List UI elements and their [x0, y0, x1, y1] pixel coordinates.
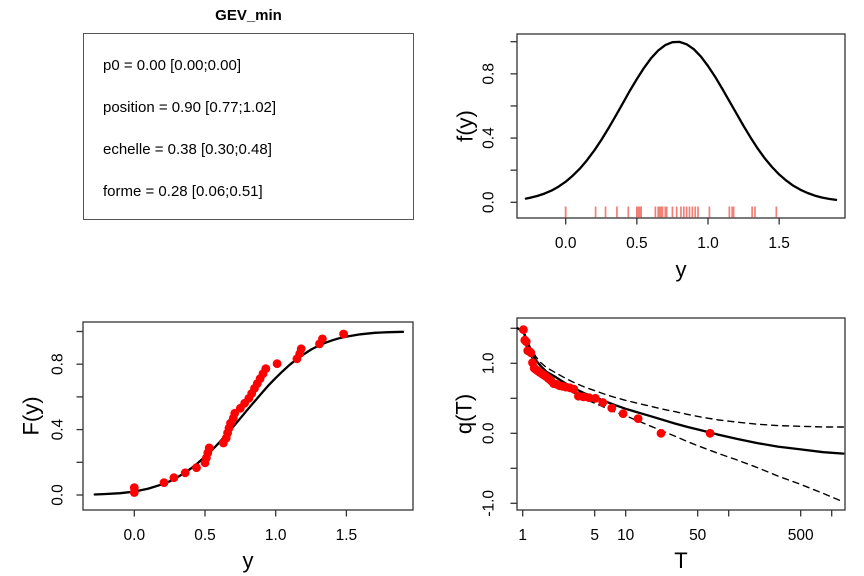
cdf-x-axis-title: y — [243, 548, 254, 573]
data-point — [318, 334, 327, 344]
data-point — [129, 483, 139, 492]
data-point — [272, 359, 282, 369]
x-tick-label: 500 — [788, 527, 814, 544]
cdf-y-axis-title: F(y) — [19, 396, 44, 435]
data-point — [519, 325, 528, 335]
cdf-y-axis: 0.0 0.4 0.8 — [49, 330, 83, 506]
x-tick-label: 1.0 — [697, 235, 719, 252]
data-point — [180, 468, 190, 478]
data-point — [569, 384, 579, 394]
y-tick-label: 0.4 — [49, 418, 66, 440]
x-tick-label: 5 — [590, 527, 599, 544]
data-point — [230, 408, 240, 418]
x-tick-label: 0.0 — [124, 527, 146, 544]
cdf-frame — [82, 321, 414, 511]
y-tick-label: 1.0 — [480, 352, 497, 374]
cdf-fitted-cdf-curve — [93, 330, 405, 496]
data-point — [618, 409, 628, 419]
data-point — [633, 414, 643, 423]
y-tick-label: 0.8 — [480, 63, 497, 85]
x-tick-label: 1 — [518, 527, 527, 544]
return-x-axis-title: T — [674, 548, 687, 573]
data-point — [261, 364, 271, 373]
return-lower-confidence-bound-curve — [524, 343, 845, 503]
y-tick-label: 0.0 — [480, 422, 497, 444]
data-point — [607, 403, 617, 413]
return-y-axis-title: q(T) — [452, 394, 477, 434]
cdf-points — [129, 329, 348, 497]
y-tick-label: 0.0 — [480, 191, 497, 213]
param-forme: forme = 0.28 [0.06;0.51] — [103, 183, 263, 200]
return-frame — [516, 317, 846, 511]
x-tick-label: 10 — [617, 527, 635, 544]
return-y-axis: -1.0 0.0 1.0 — [480, 327, 517, 517]
density-frame — [516, 33, 846, 219]
x-tick-label: 1.5 — [336, 527, 358, 544]
data-point — [591, 393, 600, 403]
parameter-box: p0 = 0.00 [0.00;0.00] position = 0.90 [0… — [83, 33, 414, 220]
density-rug — [564, 206, 778, 218]
density-fitted-density-curve — [524, 40, 838, 202]
y-tick-label: 0.8 — [49, 353, 66, 375]
density-x-axis-title: y — [676, 257, 687, 282]
data-point — [584, 393, 594, 402]
y-tick-label: -1.0 — [480, 490, 497, 517]
x-tick-label: 0.5 — [194, 527, 216, 544]
param-p0: p0 = 0.00 [0.00;0.00] — [103, 57, 242, 74]
density-y-axis: 0.0 0.4 0.8 — [480, 41, 517, 213]
data-point — [705, 428, 715, 438]
data-point — [192, 463, 201, 473]
return-points — [519, 325, 715, 438]
density-plot: 0.0 0.5 1.0 1.5 y 0.0 0.4 0.8 f(y) — [453, 33, 846, 282]
data-point — [598, 398, 608, 407]
x-tick-label: 0.5 — [626, 235, 648, 252]
data-point — [159, 478, 169, 487]
data-point — [204, 443, 214, 453]
x-tick-label: 1.0 — [265, 527, 287, 544]
x-tick-label: 0.0 — [555, 235, 577, 252]
param-echelle: echelle = 0.38 [0.30;0.48] — [103, 141, 272, 158]
data-point — [296, 344, 306, 354]
x-tick-label: 1.5 — [768, 235, 790, 252]
y-tick-label: 0.4 — [480, 127, 497, 149]
model-title: GEV_min — [215, 7, 282, 24]
return-quantile-estimate-curve — [516, 327, 845, 455]
cdf-x-axis: 0.0 0.5 1.0 1.5 — [124, 510, 358, 544]
density-x-axis: 0.0 0.5 1.0 1.5 — [555, 218, 790, 252]
return-plot: 1 5 10 50 500 T -1.0 0.0 1.0 q(T) — [452, 317, 846, 573]
return-x-axis: 1 5 10 50 500 — [518, 510, 833, 544]
data-point — [339, 329, 348, 339]
data-point — [656, 428, 666, 438]
data-point — [526, 348, 536, 358]
cdf-plot: 0.0 0.5 1.0 1.5 y 0.0 0.4 0.8 F(y) — [19, 321, 414, 573]
y-tick-label: 0.0 — [49, 484, 66, 506]
return-upper-confidence-bound-curve — [524, 333, 845, 428]
param-position: position = 0.90 [0.77;1.02] — [103, 99, 277, 116]
x-tick-label: 50 — [689, 527, 707, 544]
density-y-axis-title: f(y) — [453, 110, 478, 142]
data-point — [521, 337, 531, 346]
data-point — [169, 473, 179, 483]
